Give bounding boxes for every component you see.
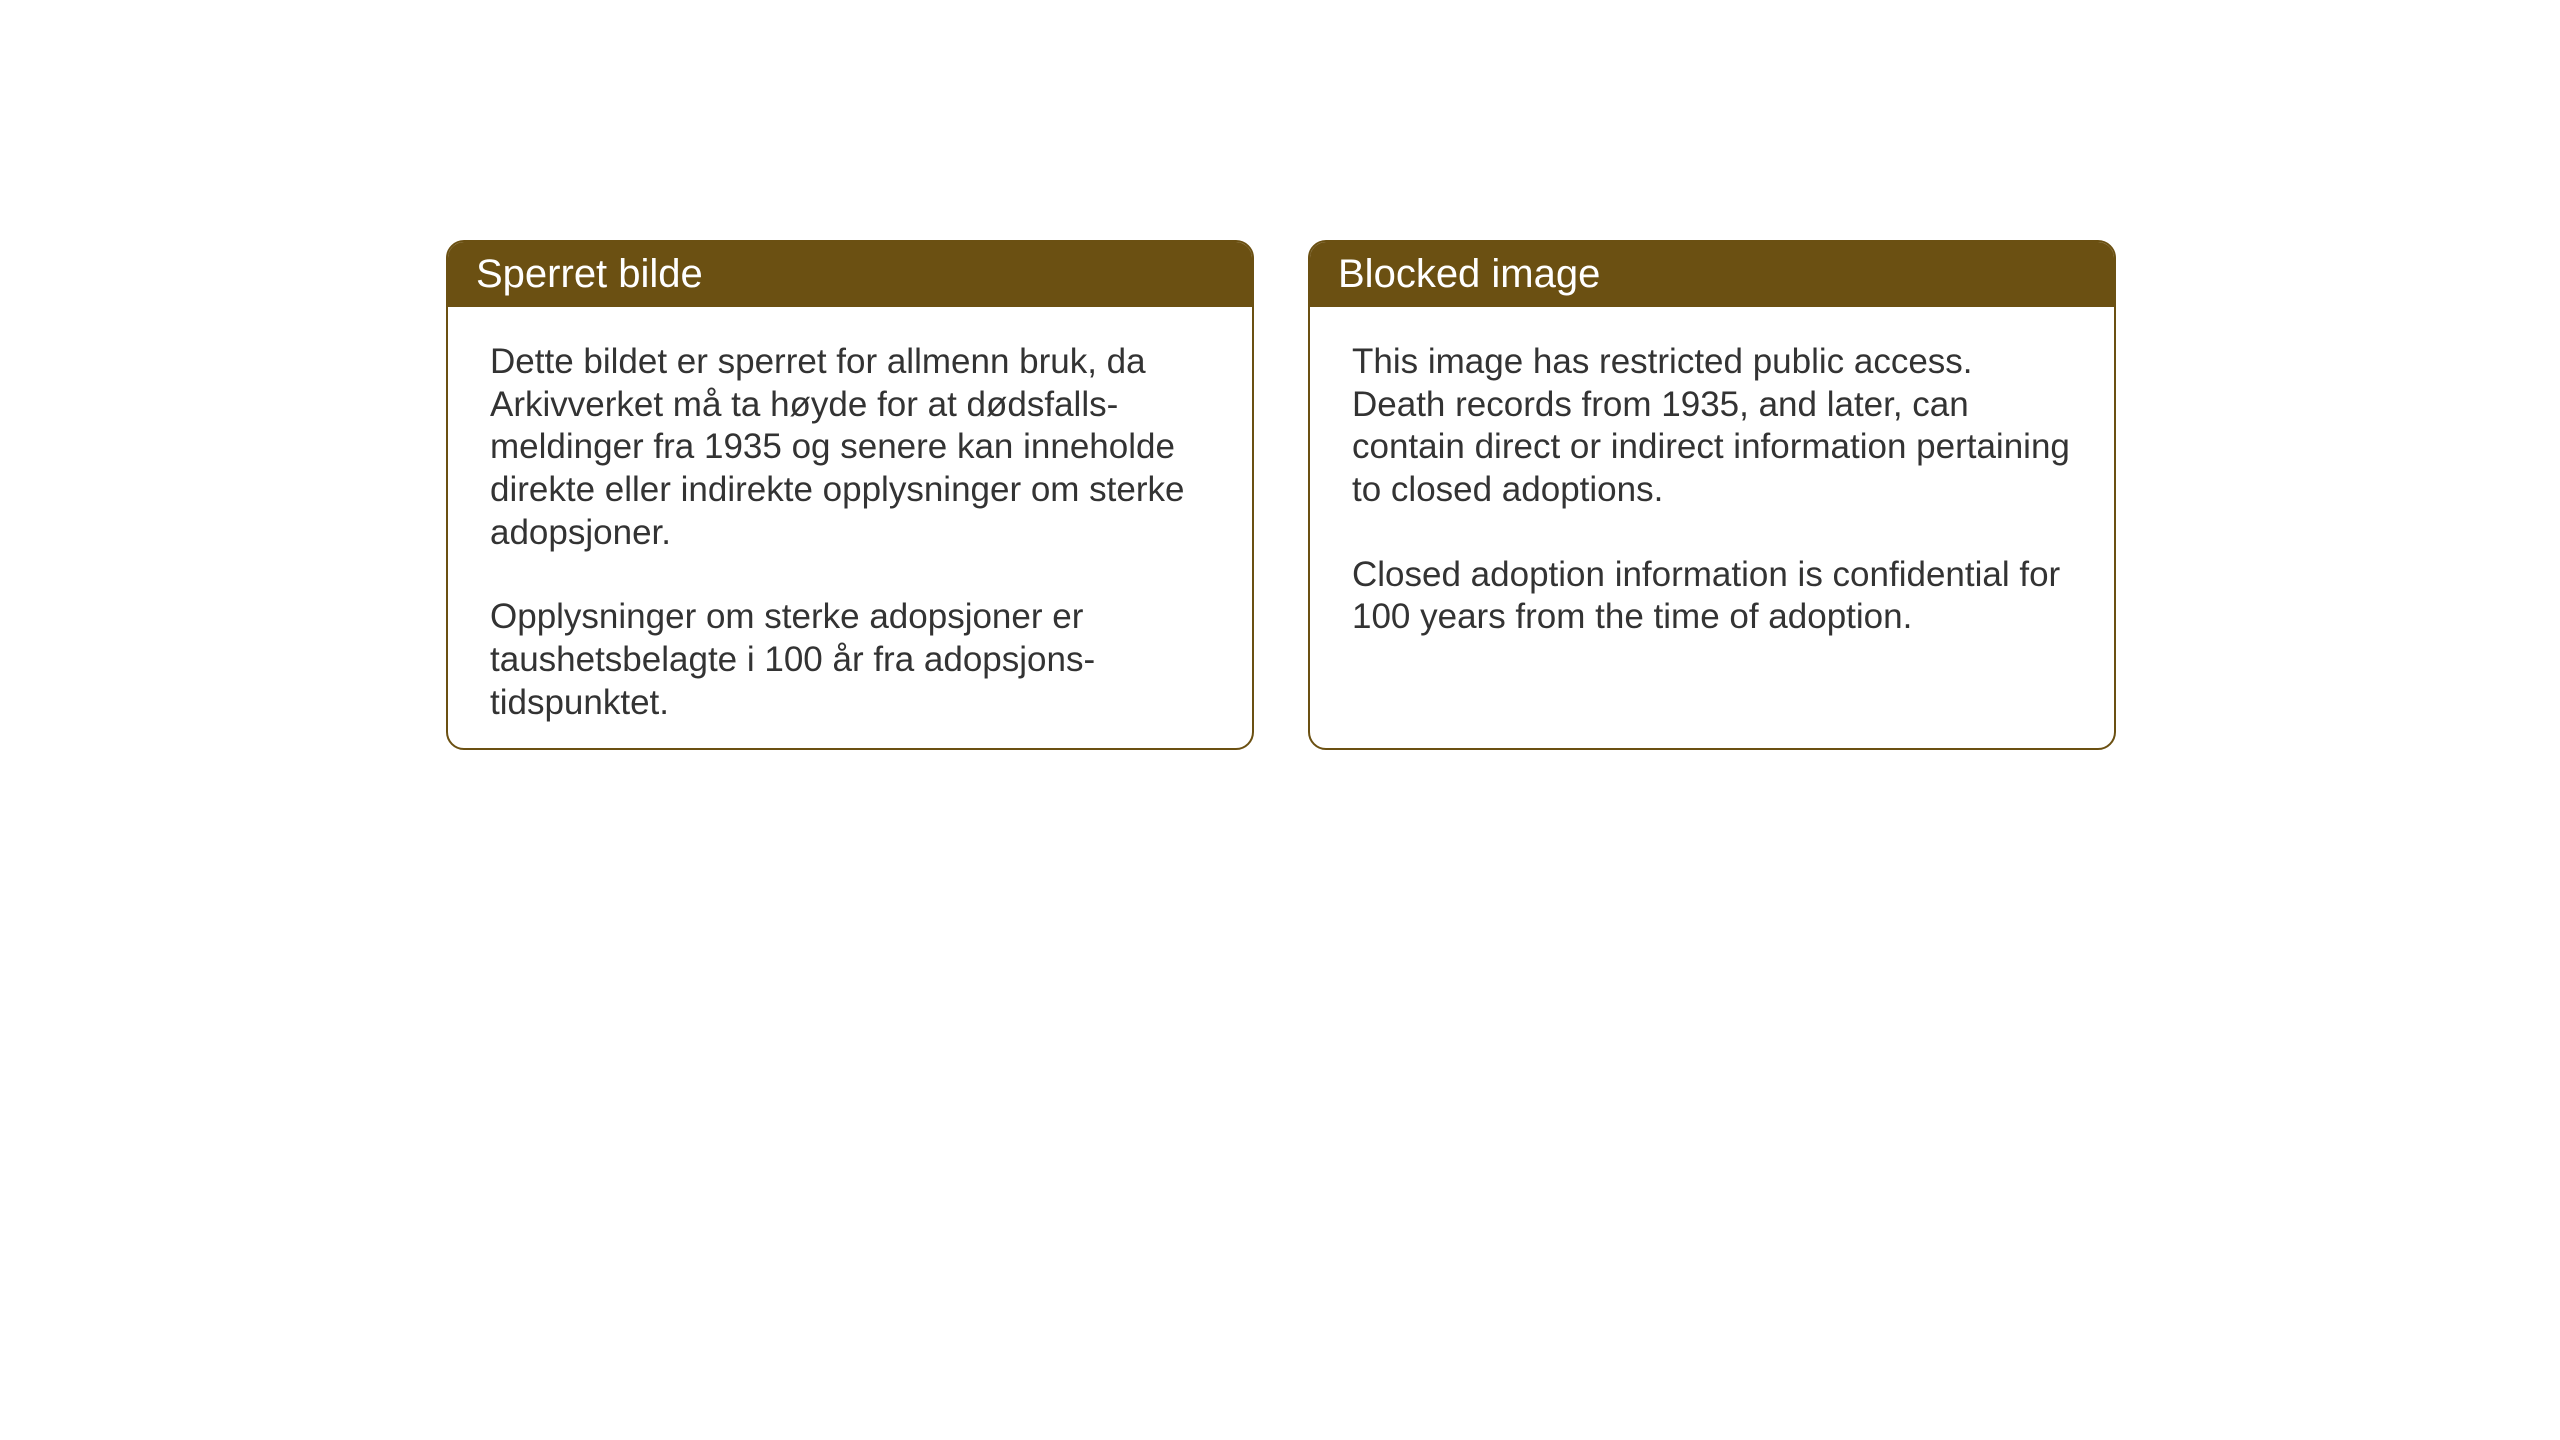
card-paragraph-2-english: Closed adoption information is confident…: [1352, 554, 2072, 639]
card-paragraph-1-norwegian: Dette bildet er sperret for allmenn bruk…: [490, 341, 1210, 554]
card-title-english: Blocked image: [1338, 252, 1600, 296]
card-header-english: Blocked image: [1310, 242, 2114, 307]
cards-container: Sperret bilde Dette bildet er sperret fo…: [446, 240, 2116, 750]
card-body-english: This image has restricted public access.…: [1310, 307, 2114, 673]
card-body-norwegian: Dette bildet er sperret for allmenn bruk…: [448, 307, 1252, 750]
card-title-norwegian: Sperret bilde: [476, 252, 703, 296]
card-header-norwegian: Sperret bilde: [448, 242, 1252, 307]
card-paragraph-1-english: This image has restricted public access.…: [1352, 341, 2072, 512]
card-paragraph-2-norwegian: Opplysninger om sterke adopsjoner er tau…: [490, 596, 1210, 724]
card-english: Blocked image This image has restricted …: [1308, 240, 2116, 750]
card-norwegian: Sperret bilde Dette bildet er sperret fo…: [446, 240, 1254, 750]
